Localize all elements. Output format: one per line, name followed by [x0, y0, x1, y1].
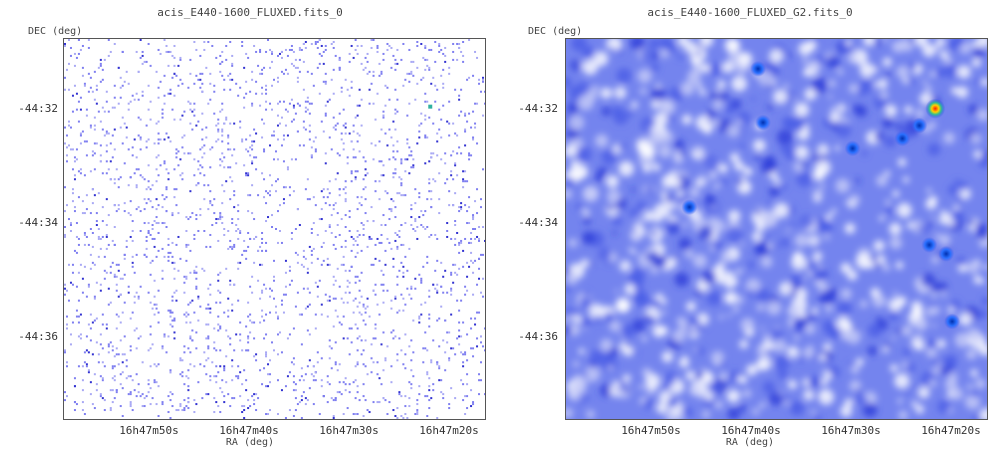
y-tick-label: -44:36	[518, 330, 558, 343]
panel-title: acis_E440-1600_FLUXED_G2.fits_0	[647, 6, 853, 19]
smoothed-image-plot[interactable]	[565, 38, 988, 420]
x-tick-label: 16h47m30s	[319, 424, 379, 437]
smoothed-image-panel: acis_E440-1600_FLUXED_G2.fits_0 DEC (deg…	[500, 0, 1000, 459]
x-tick-label: 16h47m30s	[821, 424, 881, 437]
y-tick-label: -44:34	[18, 216, 58, 229]
y-tick-label: -44:36	[18, 330, 58, 343]
panel-title: acis_E440-1600_FLUXED.fits_0	[157, 6, 343, 19]
x-tick-label: 16h47m40s	[721, 424, 781, 437]
smoothed-counts-image	[566, 39, 987, 419]
y-tick-label: -44:34	[518, 216, 558, 229]
raw-counts-image	[64, 39, 485, 419]
raw-image-plot[interactable]	[63, 38, 486, 420]
y-tick-label: -44:32	[18, 102, 58, 115]
x-tick-label: 16h47m50s	[621, 424, 681, 437]
x-tick-label: 16h47m50s	[119, 424, 179, 437]
x-tick-label: 16h47m40s	[219, 424, 279, 437]
x-tick-label: 16h47m20s	[419, 424, 479, 437]
raw-image-panel: acis_E440-1600_FLUXED.fits_0 DEC (deg) -…	[18, 6, 486, 448]
x-axis-label: RA (deg)	[225, 437, 275, 448]
y-axis-label: DEC (deg)	[528, 26, 583, 37]
x-axis-label: RA (deg)	[725, 437, 775, 448]
x-tick-label: 16h47m20s	[921, 424, 981, 437]
y-tick-label: -44:32	[518, 102, 558, 115]
y-axis-label: DEC (deg)	[28, 26, 83, 37]
